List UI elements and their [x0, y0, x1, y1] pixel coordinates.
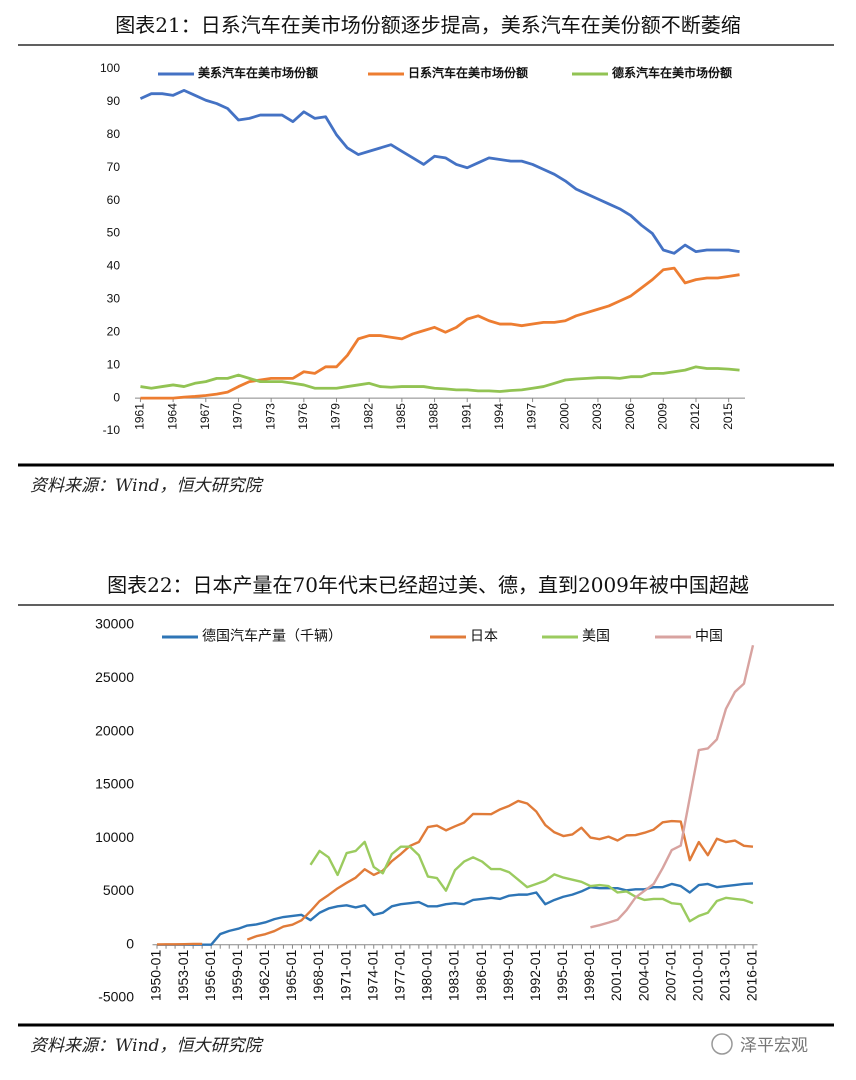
y-tick-label: 20: [107, 324, 121, 338]
y-tick-label: 40: [107, 259, 121, 273]
y-tick-label: 15000: [95, 776, 134, 792]
legend-label: 美系汽车在美市场份额: [198, 65, 318, 80]
y-tick-label: 10000: [95, 829, 134, 845]
x-tick-label: 1953-01: [175, 950, 191, 1002]
y-tick-label: 0: [126, 935, 134, 951]
x-tick-label: 1961: [133, 403, 147, 430]
x-tick-label: 1950-01: [148, 950, 164, 1002]
y-tick-label: 0: [113, 390, 120, 404]
x-tick-label: 1964: [165, 403, 179, 430]
legend-label: 德系汽车在美市场份额: [612, 65, 732, 80]
x-tick-label: 2006: [623, 403, 637, 430]
x-tick-label: 1995-01: [554, 950, 570, 1002]
y-tick-label: 10: [107, 357, 121, 371]
chart-title: 图表22：日本产量在70年代末已经超过美、德，直到2009年被中国超越: [107, 573, 749, 597]
x-tick-label: 2009: [655, 403, 669, 430]
x-tick-label: 1980-01: [419, 950, 435, 1002]
watermark-icon: [711, 1033, 733, 1055]
x-tick-label: 1976: [296, 403, 310, 430]
x-tick-label: 2013-01: [717, 950, 733, 1002]
x-tick-label: 1959-01: [229, 950, 245, 1002]
series-line: [590, 644, 755, 929]
chart: -10 0 10 20 30 40 50 60 70 80 90 100 1961 1964 1967 197…: [100, 61, 745, 437]
x-tick-label: 2015: [721, 403, 735, 430]
watermark: 泽平宏观: [711, 1033, 808, 1056]
y-tick-label: 100: [100, 61, 120, 75]
y-tick-label: -10: [103, 423, 121, 437]
y-tick-label: 20000: [95, 722, 134, 738]
legend-label: 日系汽车在美市场份额: [408, 65, 528, 80]
x-tick-label: 1992-01: [527, 950, 543, 1002]
y-tick-label: -5000: [98, 989, 134, 1005]
x-tick-label: 1977-01: [392, 950, 408, 1002]
x-tick-label: 1965-01: [283, 950, 299, 1002]
x-tick-label: 1994: [492, 403, 506, 430]
watermark-text: 泽平宏观: [740, 1036, 808, 1056]
legend-label: 中国: [695, 628, 723, 644]
y-tick-label: 60: [107, 193, 121, 207]
x-tick-label: 2003: [590, 403, 604, 430]
x-tick-label: 1986-01: [473, 950, 489, 1002]
series-line: [156, 799, 754, 946]
x-tick-label: 1970: [231, 403, 245, 430]
legend-label: 美国: [582, 628, 610, 644]
x-tick-label: 2000: [557, 403, 571, 430]
y-tick-label: 80: [107, 127, 121, 141]
legend-label: 日本: [470, 628, 498, 644]
x-tick-label: 1968-01: [310, 950, 326, 1002]
source: 资料来源：Wind，恒大研究院: [30, 1036, 264, 1056]
y-tick-label: 50: [107, 226, 121, 240]
y-tick-label: 70: [107, 160, 121, 174]
x-tick-label: 1988: [427, 403, 441, 430]
series-line: [309, 840, 754, 923]
x-tick-label: 1979: [329, 403, 343, 430]
x-tick-label: 2004-01: [635, 950, 651, 1002]
x-tick-label: 1974-01: [364, 950, 380, 1002]
y-tick-label: 5000: [103, 882, 134, 898]
y-tick-label: 25000: [95, 669, 134, 685]
x-tick-label: 1971-01: [337, 950, 353, 1002]
x-tick-label: 2010-01: [690, 950, 706, 1002]
x-tick-label: 2016-01: [744, 950, 760, 1002]
x-tick-label: 1956-01: [202, 950, 218, 1002]
chart-title: 图表21：日系汽车在美市场份额逐步提高，美系汽车在美份额不断萎缩: [115, 13, 740, 37]
x-tick-label: 1991: [459, 403, 473, 430]
x-tick-label: 2007-01: [662, 950, 678, 1002]
series-line: [139, 88, 740, 255]
x-tick-label: 1967: [198, 403, 212, 430]
x-tick-label: 1983-01: [446, 950, 462, 1002]
x-tick-label: 1973: [263, 403, 277, 430]
x-tick-label: 2012: [688, 403, 702, 430]
y-tick-label: 30: [107, 292, 121, 306]
y-tick-label: 30000: [95, 616, 134, 632]
source: 资料来源：Wind，恒大研究院: [30, 476, 264, 496]
x-tick-label: 1998-01: [581, 950, 597, 1002]
legend-label: 德国汽车产量（千辆）: [202, 628, 342, 644]
x-tick-label: 1982: [361, 403, 375, 430]
series-line: [157, 882, 754, 946]
x-tick-label: 1985: [394, 403, 408, 430]
x-tick-label: 2001-01: [608, 950, 624, 1002]
x-tick-label: 1989-01: [500, 950, 516, 1002]
chart: -5000 0 5000 10000 15000 20000 25000 30000 1950-…: [95, 616, 760, 1005]
x-tick-label: 1962-01: [256, 950, 272, 1002]
series-line: [140, 365, 740, 393]
y-tick-label: 90: [107, 94, 121, 108]
series-line: [140, 266, 740, 400]
x-tick-label: 1997: [525, 403, 539, 430]
